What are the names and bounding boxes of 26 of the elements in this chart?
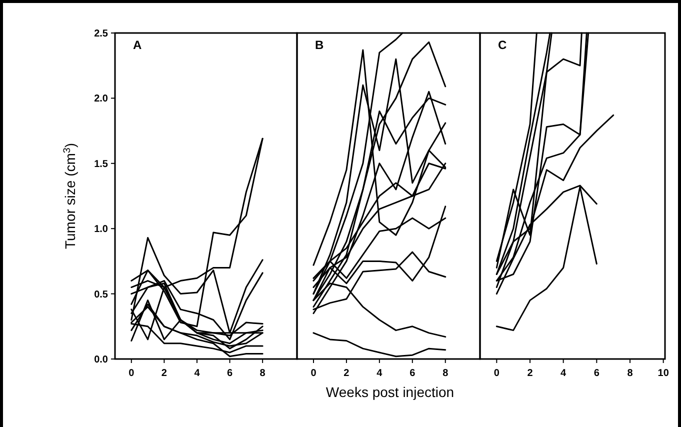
x-tick-label: 0 [128,368,135,379]
x-tick-label: 6 [410,368,416,379]
x-tick-label: 2 [527,368,534,379]
y-tick-label: 2.0 [94,94,108,105]
chart-title: B [315,38,324,52]
x-tick-label: 10 [658,368,670,379]
chart-title: C [498,38,507,52]
y-tick-label: 1.0 [94,224,108,236]
x-tick-label: 4 [376,368,383,379]
y-tick-label: 2.5 [94,28,108,40]
y-tick-label: 0.5 [94,289,108,300]
x-tick-label: 2 [161,368,168,379]
x-tick-label: 8 [442,368,449,379]
x-tick-label: 6 [226,368,233,379]
x-tick-label: 8 [260,368,266,379]
x-tick-label: 4 [560,368,567,379]
x-tick-label: 4 [194,368,200,379]
y-tick-label: 1.5 [94,158,108,170]
x-tick-label: 0 [494,368,500,379]
x-tick-label: 8 [627,368,634,379]
x-tick-label: 6 [594,368,600,379]
x-tick-label: 2 [344,368,350,379]
chart-title: A [133,38,142,52]
x-axis-title: Weeks post injection [326,384,454,400]
x-tick-label: 0 [310,368,317,379]
y-tick-label: 0.0 [94,354,108,366]
